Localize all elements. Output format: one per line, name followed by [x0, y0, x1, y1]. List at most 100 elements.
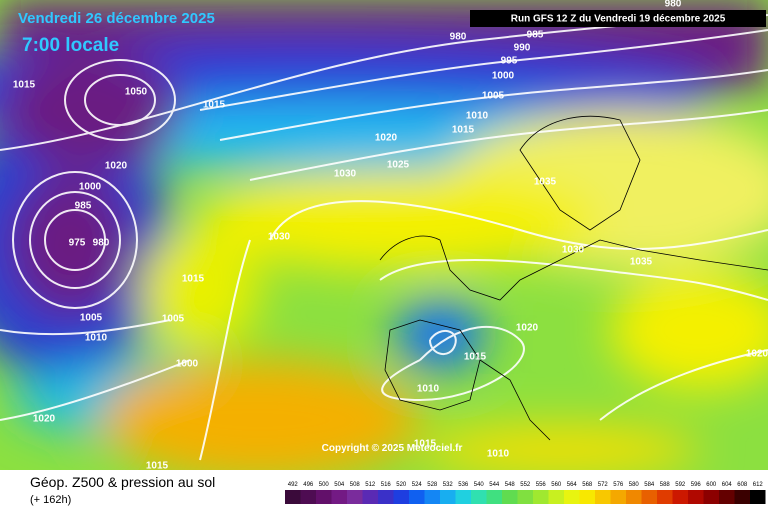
legend-label: 580 — [629, 482, 640, 488]
legend-label: 544 — [489, 482, 500, 488]
legend-swatch — [316, 490, 332, 504]
isobar-label: 1030 — [562, 245, 585, 256]
isobar-label: 1020 — [516, 323, 539, 334]
legend-swatch — [424, 490, 440, 504]
legend-swatch — [564, 490, 580, 504]
legend-swatch — [378, 490, 394, 504]
isobar-label: 1015 — [182, 274, 205, 285]
isobars — [0, 14, 768, 461]
isobar-label: 995 — [501, 56, 518, 67]
run-info: Run GFS 12 Z du Vendredi 19 décembre 202… — [511, 14, 726, 25]
legend-label: 496 — [303, 482, 314, 488]
footer-title: Géop. Z500 & pression au sol — [30, 474, 215, 490]
legend-swatch — [471, 490, 487, 504]
legend-swatch — [440, 490, 456, 504]
legend-swatch — [331, 490, 347, 504]
legend-label: 564 — [567, 482, 578, 488]
isobar-label: 980 — [93, 238, 110, 249]
legend-label: 572 — [598, 482, 609, 488]
legend-label: 560 — [551, 482, 562, 488]
legend-label: 600 — [706, 482, 717, 488]
isobar-label: 1010 — [466, 111, 489, 122]
isobar-label: 1015 — [414, 439, 437, 450]
legend-label: 612 — [753, 482, 764, 488]
legend-swatch — [719, 490, 735, 504]
isobar-label: 1010 — [487, 449, 510, 460]
legend-label: 604 — [722, 482, 733, 488]
legend-swatch — [486, 490, 502, 504]
legend-swatch — [548, 490, 564, 504]
legend-swatch — [641, 490, 657, 504]
legend-swatch — [347, 490, 363, 504]
legend-label: 552 — [520, 482, 531, 488]
legend-label: 516 — [381, 482, 392, 488]
legend-label: 492 — [288, 482, 299, 488]
isobar-label: 975 — [69, 238, 86, 249]
legend-label: 588 — [660, 482, 671, 488]
isobar-label: 1025 — [387, 160, 410, 171]
isobar-label: 1020 — [746, 349, 768, 360]
legend-swatch — [595, 490, 611, 504]
isobar-label: 1000 — [79, 182, 102, 193]
legend-label: 532 — [443, 482, 454, 488]
legend-swatch — [300, 490, 316, 504]
legend-label: 504 — [334, 482, 345, 488]
legend-label: 548 — [505, 482, 516, 488]
legend-swatch — [455, 490, 471, 504]
legend-label: 512 — [365, 482, 376, 488]
isobar-label: 1010 — [85, 333, 108, 344]
isobar-labels: 980 985 990 995 1000 1005 1010 1015 1020 1025 1030… — [13, 0, 768, 472]
legend-swatch — [517, 490, 533, 504]
isobar-label: 1020 — [33, 414, 56, 425]
isobar-label: 1015 — [13, 80, 36, 91]
legend-label: 524 — [412, 482, 423, 488]
legend-swatch — [750, 490, 766, 504]
legend-label: 508 — [350, 482, 361, 488]
isobar-label: 990 — [514, 43, 531, 54]
isobar-label: 1010 — [417, 384, 440, 395]
isobar-label: 1005 — [80, 313, 103, 324]
coastlines — [379, 115, 768, 441]
legend-label: 608 — [737, 482, 748, 488]
footer-lead: (+ 162h) — [30, 494, 71, 506]
isobar-label: 1030 — [268, 232, 291, 243]
legend-label: 556 — [536, 482, 547, 488]
legend-label: 536 — [458, 482, 469, 488]
isobar-label: 1000 — [492, 71, 515, 82]
valid-time: 7:00 locale — [22, 35, 119, 56]
isobar-label: 1015 — [203, 100, 226, 111]
legend-swatch — [579, 490, 595, 504]
isobar-label: 1035 — [534, 177, 557, 188]
isobar-label: 1050 — [125, 87, 148, 98]
copyright: Copyright © 2025 Meteociel.fr — [322, 443, 463, 454]
legend-label: 540 — [474, 482, 485, 488]
field: 980 985 990 995 1000 1005 1010 1015 1020 1025 1030… — [0, 0, 768, 472]
isobar-label: 1020 — [375, 133, 398, 144]
isobar-label: 1015 — [146, 461, 169, 472]
isobar-label: 980 — [665, 0, 682, 10]
isobar-label: 985 — [527, 30, 544, 41]
isobar-label: 1000 — [176, 359, 199, 370]
legend-label: 500 — [319, 482, 330, 488]
legend-swatch — [502, 490, 518, 504]
legend-swatch — [409, 490, 425, 504]
legend-swatch — [362, 490, 378, 504]
legend-swatch — [533, 490, 549, 504]
legend-swatch — [703, 490, 719, 504]
isobar-label: 1015 — [464, 352, 487, 363]
legend-label: 592 — [675, 482, 686, 488]
legend-swatch — [688, 490, 704, 504]
isobar-label: 1020 — [105, 161, 128, 172]
legend-swatch — [626, 490, 642, 504]
legend-label: 596 — [691, 482, 702, 488]
isobar-label: 1005 — [162, 314, 185, 325]
legend-swatch — [285, 490, 301, 504]
legend-label: 584 — [644, 482, 655, 488]
legend-swatch — [734, 490, 750, 504]
isobar-label: 1005 — [482, 91, 505, 102]
isobar-label: 1015 — [452, 125, 475, 136]
run-box — [470, 10, 766, 27]
legend-swatch — [657, 490, 673, 504]
legend-swatch — [672, 490, 688, 504]
